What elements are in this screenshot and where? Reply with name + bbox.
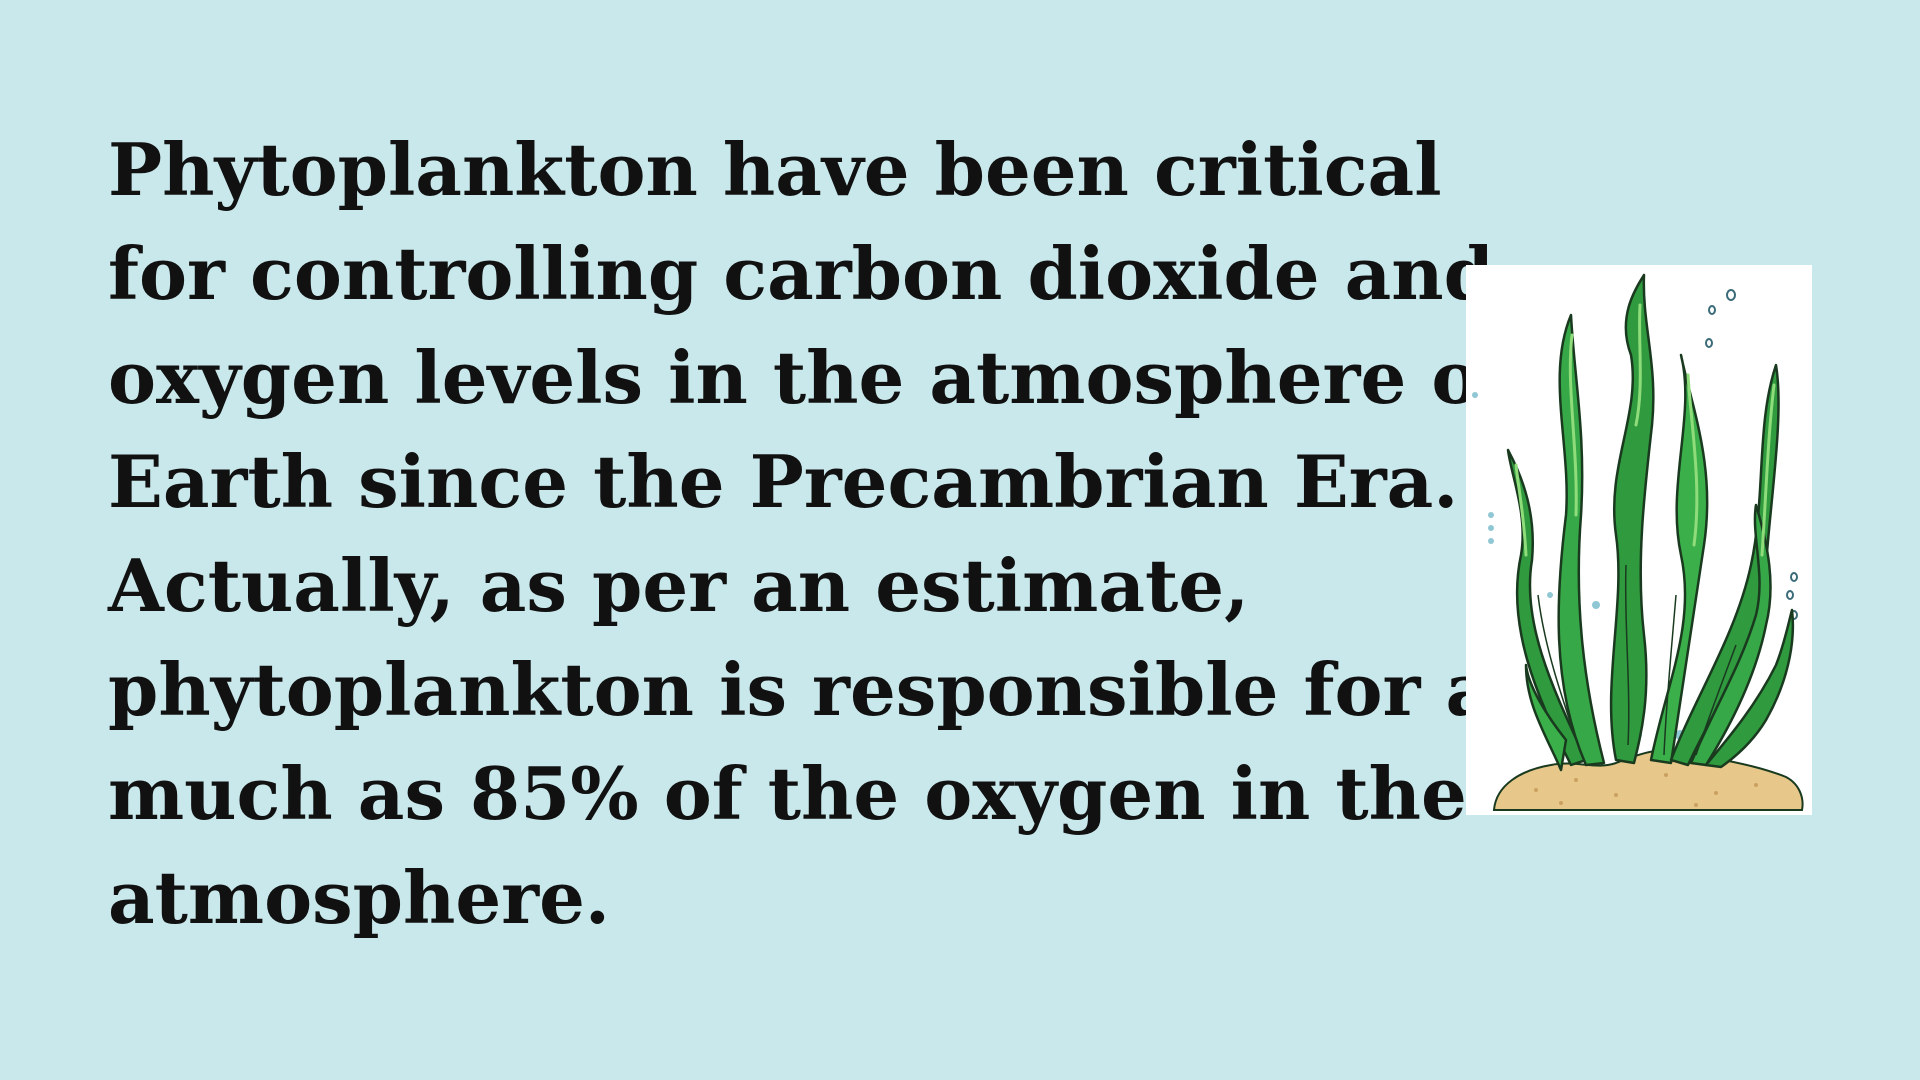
text-line: Earth since the Precambrian Era. [108, 439, 1459, 524]
bubble [1790, 572, 1798, 582]
text-line: atmosphere. [108, 855, 610, 940]
seaweed-fronds [1506, 273, 1795, 772]
bubble [1705, 338, 1713, 348]
bubble [1786, 590, 1794, 600]
frond [1524, 663, 1568, 772]
text-line: Actually, as per an estimate, [108, 543, 1250, 628]
sand [1492, 748, 1804, 811]
frond [1506, 448, 1588, 767]
seaweed-icon [1472, 273, 1804, 811]
frond-highlights [1514, 303, 1776, 557]
text-line: oxygen levels in the atmosphere of [108, 335, 1511, 420]
frond [1704, 608, 1795, 769]
frond [1557, 313, 1606, 767]
frond [1649, 353, 1709, 765]
frond [1609, 273, 1655, 765]
bubble [1726, 289, 1736, 301]
body-text: Phytoplankton have been critical for con… [108, 118, 1533, 950]
sand-dots [1534, 773, 1758, 807]
seaweed-illustration [1466, 265, 1812, 815]
bubbles [1705, 289, 1798, 620]
text-line: phytoplankton is responsible for as [108, 647, 1533, 732]
bubble [1708, 305, 1716, 315]
frond-details [1537, 564, 1737, 756]
text-line: much as 85% of the oxygen in the [108, 751, 1467, 836]
text-line: for controlling carbon dioxide and [108, 231, 1494, 316]
text-line: Phytoplankton have been critical [108, 127, 1442, 212]
